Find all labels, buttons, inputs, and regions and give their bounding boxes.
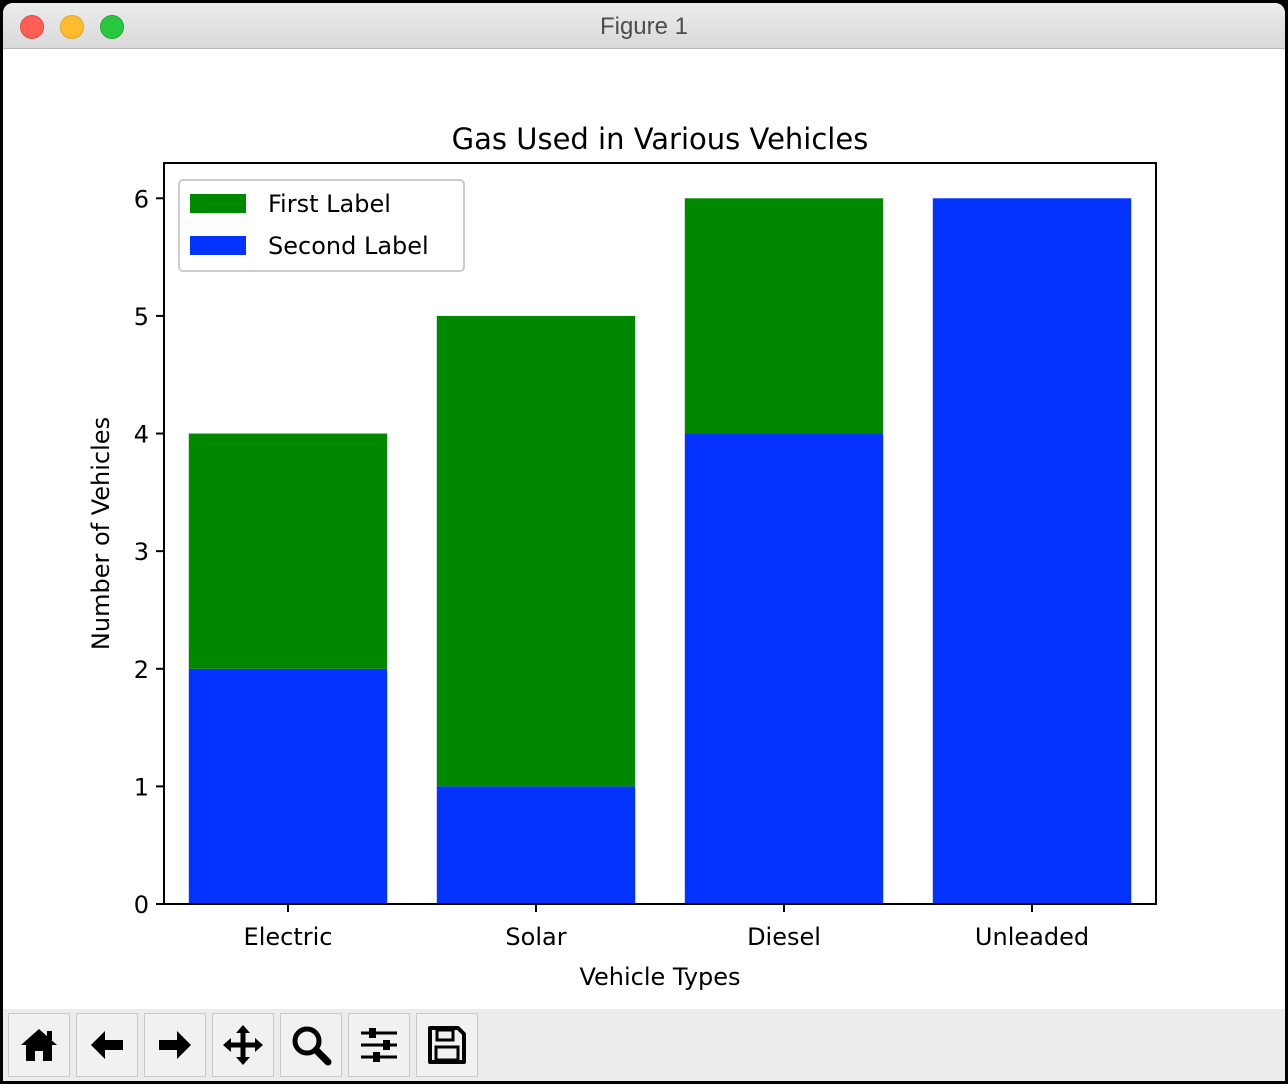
legend-label: Second Label bbox=[268, 232, 429, 260]
save-button[interactable] bbox=[416, 1013, 478, 1077]
window-title: Figure 1 bbox=[599, 13, 689, 40]
y-tick-label: 6 bbox=[134, 185, 149, 213]
forward-button[interactable] bbox=[144, 1013, 206, 1077]
x-tick-label: Solar bbox=[505, 923, 566, 951]
y-axis-label: Number of Vehicles bbox=[87, 417, 115, 650]
legend-swatch bbox=[190, 194, 246, 213]
bar-electric-second-label bbox=[188, 668, 388, 904]
bar-diesel-first-label bbox=[684, 198, 884, 434]
save-floppy-icon bbox=[428, 1026, 466, 1064]
bar-chart: 0 1 2 3 4 5 6 Electric Solar Diesel Unleaded Gas Us… bbox=[87, 122, 1157, 991]
pan-move-icon bbox=[223, 1025, 263, 1065]
legend-swatch bbox=[190, 236, 246, 255]
y-tick-label: 4 bbox=[134, 421, 149, 449]
configure-sliders-icon bbox=[361, 1028, 397, 1062]
forward-arrow-icon bbox=[159, 1031, 191, 1059]
figure-canvas: 0 1 2 3 4 5 6 Electric Solar Diesel Unleaded Gas Us… bbox=[3, 49, 1285, 1009]
home-button[interactable] bbox=[8, 1013, 70, 1077]
configure-subplots-button[interactable] bbox=[348, 1013, 410, 1077]
y-tick-label: 0 bbox=[134, 891, 149, 919]
x-axis-label: Vehicle Types bbox=[579, 963, 740, 991]
x-tick-label: Unleaded bbox=[975, 923, 1089, 951]
x-tick-label: Electric bbox=[244, 923, 333, 951]
y-tick-label: 2 bbox=[134, 656, 149, 684]
bar-solar-second-label bbox=[436, 786, 636, 904]
back-arrow-icon bbox=[91, 1031, 123, 1059]
chart-title: Gas Used in Various Vehicles bbox=[452, 122, 869, 156]
figure-window: Figure 1 0 1 2 3 4 5 6 Electric Solar Diesel Unlea… bbox=[3, 3, 1285, 1081]
zoom-magnifier-icon bbox=[292, 1026, 332, 1066]
title-bar: Figure 1 bbox=[3, 3, 1285, 49]
zoom-button[interactable] bbox=[280, 1013, 342, 1077]
y-tick-label: 3 bbox=[134, 538, 149, 566]
home-icon bbox=[21, 1029, 57, 1061]
maximize-window-button[interactable] bbox=[100, 15, 124, 39]
x-tick-label: Diesel bbox=[747, 923, 821, 951]
navigation-toolbar bbox=[3, 1009, 1285, 1081]
bar-unleaded-second-label bbox=[932, 198, 1132, 905]
bar-diesel-second-label bbox=[684, 433, 884, 904]
back-button[interactable] bbox=[76, 1013, 138, 1077]
minimize-window-button[interactable] bbox=[60, 15, 84, 39]
bar-solar-first-label bbox=[436, 315, 636, 787]
pan-button[interactable] bbox=[212, 1013, 274, 1077]
legend-label: First Label bbox=[268, 190, 391, 218]
legend-box bbox=[178, 179, 465, 272]
close-window-button[interactable] bbox=[20, 15, 44, 39]
y-tick-label: 5 bbox=[134, 303, 149, 331]
bar-electric-first-label bbox=[188, 433, 388, 669]
plot-frame bbox=[163, 162, 1157, 905]
y-tick-label: 1 bbox=[134, 773, 149, 801]
